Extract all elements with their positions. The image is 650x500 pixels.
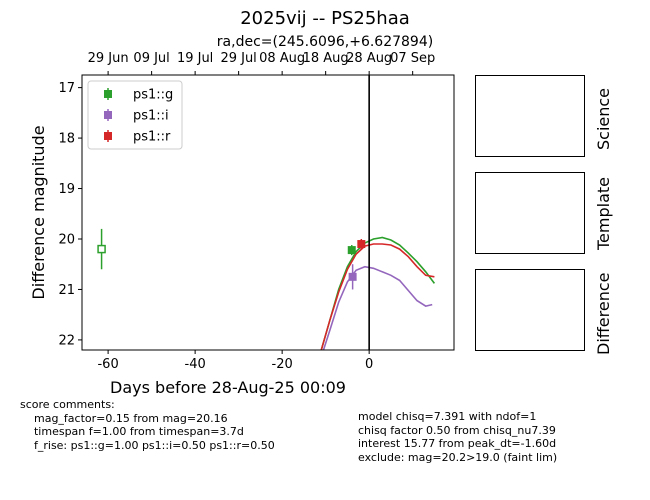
difference-panel [475,269,585,351]
legend-marker-0 [104,90,112,98]
top-tick-label-3: 29 Jul [220,51,256,66]
y-tick-label-5: 22 [58,333,75,348]
data-point-2-0 [357,240,366,249]
legend-marker-2 [104,132,112,140]
legend-label-2: ps1::r [133,130,171,145]
top-tick-label-4: 08 Aug [259,51,305,66]
score-comments: score comments: mag_factor=0.15 from mag… [20,398,275,452]
template-panel [475,172,585,254]
legend-label-1: ps1::i [133,109,169,124]
model-curve-0 [320,236,436,350]
difference-label: Difference [594,272,613,355]
model-curve-1 [322,265,433,350]
y-tick-label-2: 19 [58,182,75,197]
science-panel [475,75,585,157]
y-tick-label-1: 18 [58,132,75,147]
top-tick-label-0: 29 Jun [88,51,129,66]
template-label: Template [594,176,613,250]
x-tick-label-3: 0 [365,357,373,372]
y-tick-label-4: 21 [58,283,75,298]
x-tick-label-2: -20 [272,357,293,372]
x-tick-label-1: -40 [185,357,206,372]
top-tick-label-7: 07 Sep [390,51,435,66]
legend-marker-1 [104,111,112,119]
legend-label-0: ps1::g [133,88,173,103]
x-tick-label-0: -60 [97,357,118,372]
x-axis-label: Days before 28-Aug-25 00:09 [110,378,346,397]
data-point-1-0 [348,272,357,281]
limit-point-0-0 [97,244,106,254]
y-tick-label-3: 20 [58,232,75,247]
science-label: Science [594,87,613,150]
y-tick-label-0: 17 [58,81,75,96]
data-point-0-0 [347,246,356,255]
model-comments: model chisq=7.391 with ndof=1 chisq fact… [358,410,558,464]
top-tick-label-6: 28 Aug [346,51,392,66]
y-axis-label: Difference magnitude [29,125,48,299]
top-tick-label-1: 09 Jul [133,51,169,66]
model-curve-2 [320,243,435,350]
chart-title: 2025vij -- PS25haa [240,8,410,29]
top-tick-label-2: 19 Jul [177,51,213,66]
top-tick-label-5: 18 Aug [303,51,349,66]
chart-subtitle: ra,dec=(245.6096,+6.627894) [216,34,434,50]
plot-frame [81,74,455,351]
